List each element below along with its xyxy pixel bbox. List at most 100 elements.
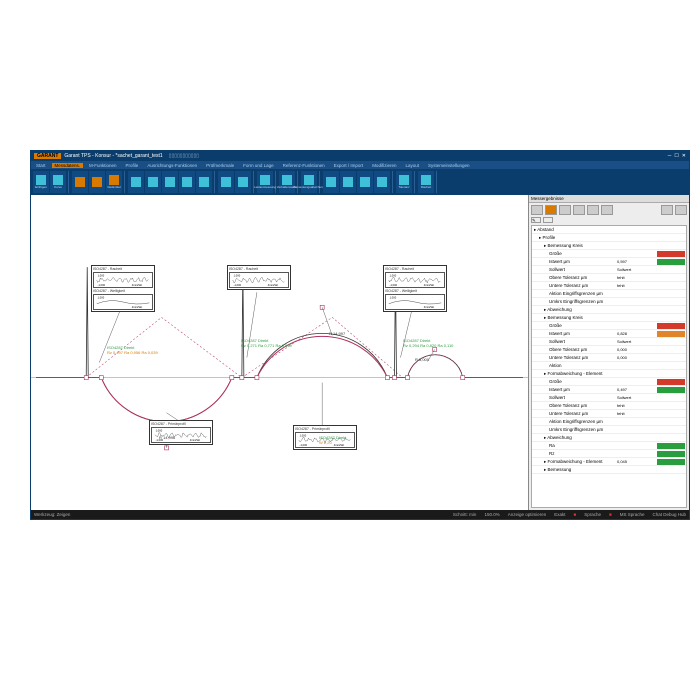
toolbtn-icon[interactable] [340, 171, 356, 193]
tree-row[interactable]: ▸ Bemessung Kreis [532, 242, 686, 250]
toolbtn-Verhaltensserv.[interactable]: Verhaltensserv. [279, 171, 295, 193]
tree-row[interactable]: ▸ Bemessung Kreis [532, 314, 686, 322]
tree-row[interactable]: Größe [532, 378, 686, 386]
tree-row[interactable]: ▸ Formabweichung - Element [532, 370, 686, 378]
menu-systemeinstellungen[interactable]: Systemeinstellungen [425, 163, 473, 168]
toolbtn-icon[interactable] [323, 171, 339, 193]
toolbtn-icon[interactable] [374, 171, 390, 193]
menu-layout[interactable]: Layout [402, 163, 422, 168]
close-icon[interactable]: ✕ [682, 153, 686, 159]
tree-row[interactable]: Aktion Eingriffsgrenzen µm [532, 418, 686, 426]
toolbtn-icon[interactable] [89, 171, 105, 193]
tree-row[interactable]: ▸ Abweichung [532, 306, 686, 314]
menu-referenzfunktionen[interactable]: Referenz-Funktionen [280, 163, 328, 168]
results-btn-2[interactable] [545, 205, 557, 215]
menu-profile[interactable]: Profile [123, 163, 142, 168]
contour-canvas[interactable]: ISO4287 - Rauheit1,000-1,0004mm/Skt ISO42… [31, 195, 529, 510]
toolbtn-icon[interactable] [162, 171, 178, 193]
results-btn-3[interactable] [559, 205, 571, 215]
svg-text:4mm/Skt: 4mm/Skt [424, 305, 435, 309]
toolbtn-icon[interactable] [357, 171, 373, 193]
tree-row[interactable]: Obere Toleranz µmfehlt [532, 274, 686, 282]
toolbtn-icon[interactable] [196, 171, 212, 193]
status-optimize[interactable]: Anzeige optimieren [508, 512, 547, 517]
svg-text:1,000: 1,000 [300, 434, 307, 438]
status-debug[interactable]: Chat Debug Hub [652, 512, 686, 517]
tree-row[interactable]: Umkrs Eingriffsgrenzen µm [532, 426, 686, 434]
app-window: GARANT Garant TPS - Konsur - *sachet_gar… [30, 150, 690, 520]
menu-start[interactable]: Start [33, 163, 49, 168]
measurement-callout[interactable]: ISO4287 - Rauheit1,000-1,0004mm/SktISO42… [383, 265, 447, 312]
svg-text:4mm/Skt: 4mm/Skt [132, 283, 143, 287]
maximize-icon[interactable]: ☐ [674, 153, 678, 159]
toolbtn-Kurve[interactable]: Kurve [50, 171, 66, 193]
tree-row[interactable]: Obere Toleranz µm0,000 [532, 346, 686, 354]
svg-text:-1,000: -1,000 [98, 283, 106, 287]
contour-svg [31, 195, 528, 510]
svg-text:-1,000: -1,000 [390, 283, 398, 287]
menu-prfmerkmale[interactable]: Prüfmerkmale [203, 163, 237, 168]
tree-row[interactable]: ▸ Formabweichung - Element0,045 [532, 458, 686, 466]
results-expand-icon[interactable] [661, 205, 673, 215]
tree-row[interactable]: Aktion [532, 362, 686, 370]
tree-row[interactable]: Untere Toleranz µmfehlt [532, 282, 686, 290]
tree-row[interactable]: Istwert µm0,828 [532, 330, 686, 338]
tree-row[interactable]: SollwertSollwert [532, 338, 686, 346]
toolbtn-icon[interactable] [128, 171, 144, 193]
tree-tool-icon[interactable]: ✎ [531, 217, 541, 223]
toolbtn-icon[interactable] [72, 171, 88, 193]
toolbtn-Gleitmittel[interactable]: Gleitmittel [106, 171, 122, 193]
measurement-callout[interactable]: ISO4287 - Primärprofil1,000-1,0004mm/Skt [149, 420, 213, 445]
results-btn-6[interactable] [601, 205, 613, 215]
menu-ausrichtungsfunktionen[interactable]: Ausrichtungs-Funktionen [144, 163, 200, 168]
menu-messdatens[interactable]: Messdatens. [52, 163, 84, 168]
tree-row[interactable]: Größe [532, 250, 686, 258]
tree-row[interactable]: ▸ Profile [532, 234, 686, 242]
tree-row[interactable]: Untere Toleranz µm0,000 [532, 354, 686, 362]
results-btn-4[interactable] [573, 205, 585, 215]
toolbtn-Rauheit[interactable]: Rauheit [418, 171, 434, 193]
menu-exportimport[interactable]: Export / Import [331, 163, 367, 168]
results-btn-5[interactable] [587, 205, 599, 215]
measurement-callout[interactable]: ISO4287 - Rauheit1,000-1,0004mm/SktISO42… [91, 265, 155, 312]
status-zoom[interactable]: 150.0% [484, 512, 499, 517]
measurement-label: Rz 0,294 Ra 0,820 Ra 0,110 [403, 343, 453, 348]
toolbtn-icon[interactable] [235, 171, 251, 193]
tree-row[interactable]: Istwert µm0,597 [532, 258, 686, 266]
measurement-label: Rz 0,497 Ra 0,956 Ra 0,039 [107, 350, 158, 355]
svg-text:1,000: 1,000 [98, 296, 105, 300]
results-collapse-icon[interactable] [675, 205, 687, 215]
minimize-icon[interactable]: ─ [668, 153, 672, 159]
window-controls: ─ ☐ ✕ [668, 153, 686, 159]
measurement-callout[interactable]: ISO4287 - Rauheit1,000-1,0004mm/Skt [227, 265, 291, 290]
results-tree[interactable]: ▸ Abstand▸ Profile▸ Bemessung KreisGröße… [531, 225, 687, 508]
tree-row[interactable]: Umkrs Eingriffsgrenzen µm [532, 298, 686, 306]
toolbtn-icon[interactable] [179, 171, 195, 193]
tree-row[interactable]: Ra [532, 442, 686, 450]
tree-row[interactable]: Untere Toleranz µmfehlt [532, 410, 686, 418]
toolbtn-Bemessungsabwchung[interactable]: Bemessungsabwchung [301, 171, 317, 193]
tree-row[interactable]: ▸ Bemessung [532, 466, 686, 474]
tree-row[interactable]: ▸ Abweichung [532, 434, 686, 442]
tree-row[interactable]: SollwertSollwert [532, 394, 686, 402]
tree-row[interactable]: Aktion Eingriffsgrenzen µm [532, 290, 686, 298]
tree-row[interactable]: Rz [532, 450, 686, 458]
results-btn-1[interactable] [531, 205, 543, 215]
toolbtn-Toleranz[interactable]: Toleranz [396, 171, 412, 193]
tree-row[interactable]: SollwertSollwert [532, 266, 686, 274]
tree-tool2-icon[interactable] [543, 217, 553, 223]
toolbtn-Leistenmessung[interactable]: Leistenmessung [257, 171, 273, 193]
toolbtn-icon[interactable] [218, 171, 234, 193]
tree-row[interactable]: Obere Toleranz µmfehlt [532, 402, 686, 410]
status-lang2[interactable]: MS Sprache [620, 512, 645, 517]
toolbtn-Einfügen[interactable]: Einfügen [33, 171, 49, 193]
tree-row[interactable]: ▸ Abstand [532, 226, 686, 234]
status-lang1[interactable]: Sprache [584, 512, 601, 517]
menu-formundlage[interactable]: Form und Lage [240, 163, 277, 168]
menu-mfunktionen[interactable]: M-Funktionen [86, 163, 120, 168]
toolbtn-icon[interactable] [145, 171, 161, 193]
status-exakt[interactable]: Exakt [554, 512, 565, 517]
tree-row[interactable]: Istwert µm0,497 [532, 386, 686, 394]
tree-row[interactable]: Größe [532, 322, 686, 330]
menu-modifizieren[interactable]: Modifizieren [369, 163, 399, 168]
